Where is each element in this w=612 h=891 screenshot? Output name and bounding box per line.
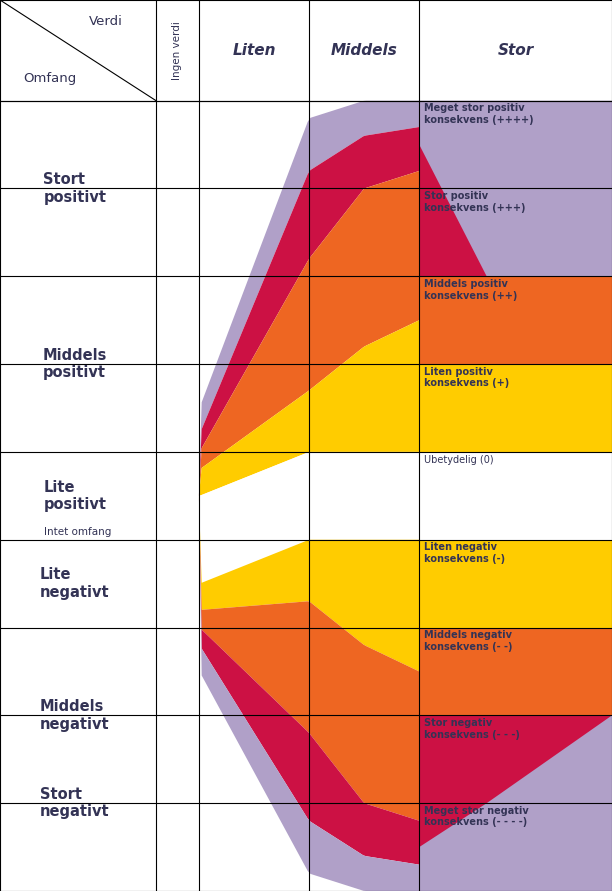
Text: Ingen verdi: Ingen verdi	[173, 20, 182, 80]
Text: Middels positiv
konsekvens (++): Middels positiv konsekvens (++)	[424, 279, 518, 300]
Polygon shape	[199, 452, 419, 583]
Bar	[419, 189, 612, 276]
Text: Omfang: Omfang	[23, 72, 76, 86]
Text: Meget stor positiv
konsekvens (++++): Meget stor positiv konsekvens (++++)	[424, 103, 534, 125]
Polygon shape	[199, 495, 419, 891]
Bar	[419, 627, 612, 715]
Text: Lite
positivt: Lite positivt	[43, 479, 106, 512]
Polygon shape	[419, 101, 612, 276]
Text: Middels: Middels	[330, 43, 398, 58]
Bar	[419, 364, 612, 452]
Text: Stor negativ
konsekvens (- - -): Stor negativ konsekvens (- - -)	[424, 718, 520, 740]
Text: Ubetydelig (0): Ubetydelig (0)	[424, 454, 494, 464]
Text: Stor positiv
konsekvens (+++): Stor positiv konsekvens (+++)	[424, 192, 526, 213]
Bar	[419, 803, 612, 891]
Polygon shape	[199, 495, 419, 672]
Polygon shape	[419, 715, 612, 891]
Text: Lite
negativt: Lite negativt	[40, 568, 110, 600]
Text: Liten: Liten	[232, 43, 276, 58]
Polygon shape	[199, 127, 419, 495]
Bar	[419, 452, 612, 540]
Polygon shape	[199, 495, 419, 821]
Text: Liten positiv
konsekvens (+): Liten positiv konsekvens (+)	[424, 367, 509, 388]
Text: Stort
negativt: Stort negativt	[40, 787, 110, 820]
Bar	[419, 715, 612, 803]
Bar	[419, 540, 612, 627]
Text: Stort
positivt: Stort positivt	[43, 172, 106, 205]
Text: Stor: Stor	[498, 43, 534, 58]
Text: Meget stor negativ
konsekvens (- - - -): Meget stor negativ konsekvens (- - - -)	[424, 805, 529, 828]
Polygon shape	[199, 320, 419, 495]
Text: Intet omfang: Intet omfang	[44, 527, 112, 537]
Text: Liten negativ
konsekvens (-): Liten negativ konsekvens (-)	[424, 543, 506, 564]
Text: Middels
positivt: Middels positivt	[43, 347, 107, 380]
Polygon shape	[199, 171, 419, 495]
Bar	[419, 101, 612, 189]
Polygon shape	[199, 495, 419, 864]
Text: Middels negativ
konsekvens (- -): Middels negativ konsekvens (- -)	[424, 630, 513, 652]
Text: Verdi: Verdi	[89, 15, 123, 29]
Bar	[419, 276, 612, 364]
Text: Middels
negativt: Middels negativt	[40, 699, 110, 732]
Polygon shape	[199, 101, 419, 495]
